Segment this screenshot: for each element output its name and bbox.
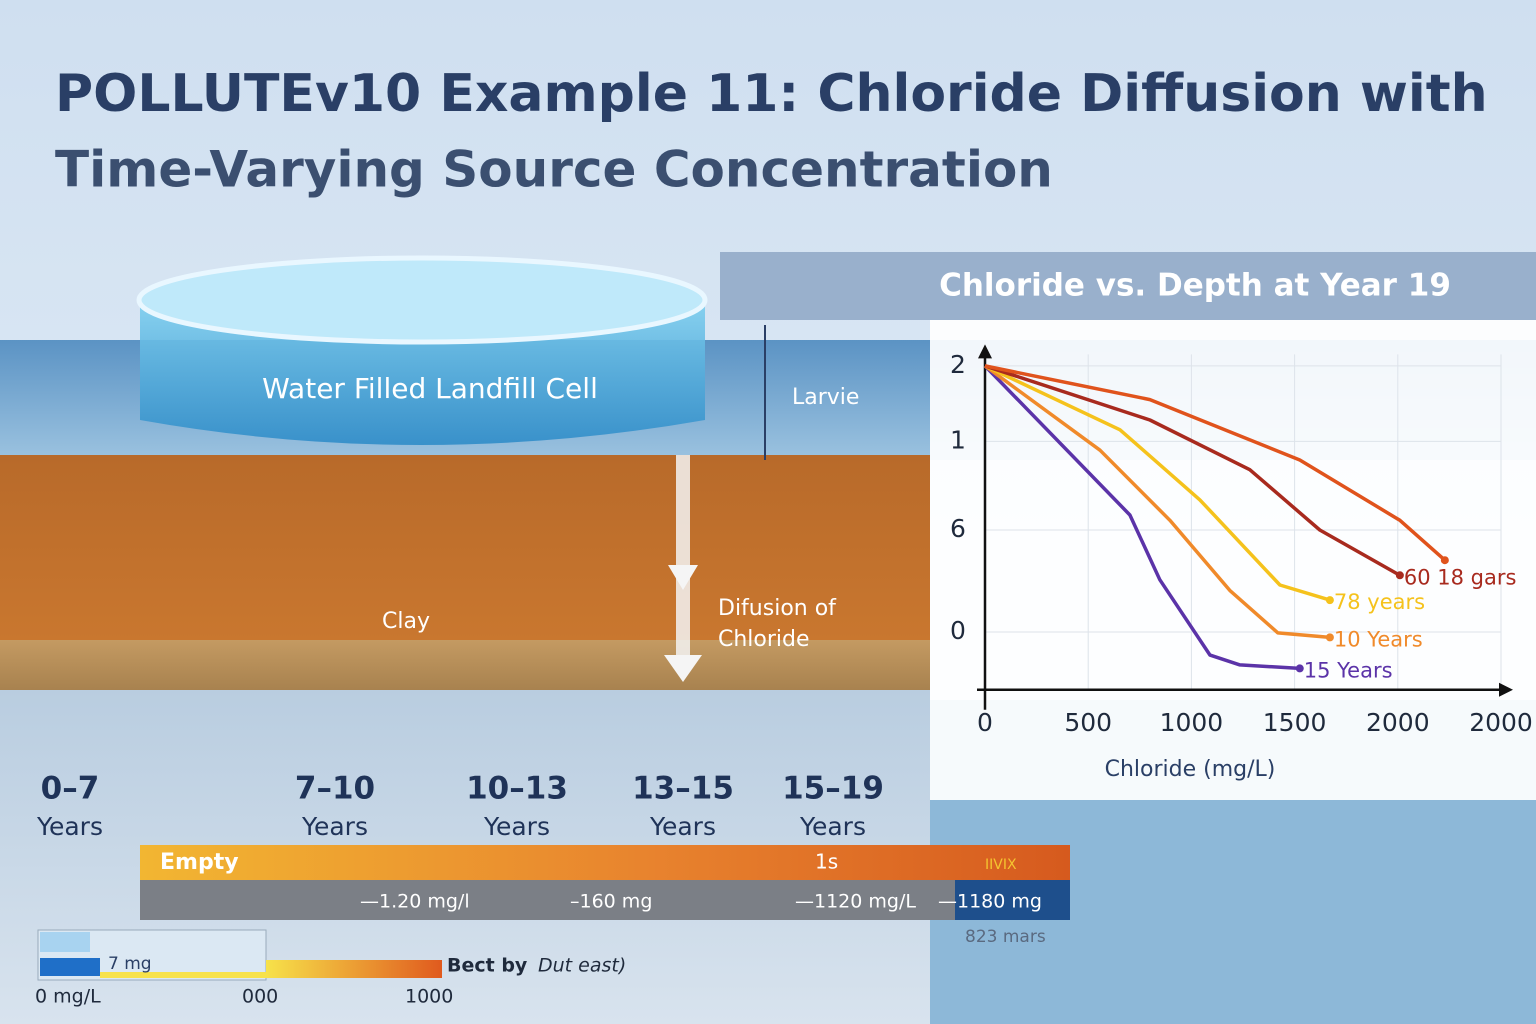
bar-label: Empty [160, 850, 239, 875]
legend-label: 0 mg/L [35, 986, 101, 1008]
data-line [984, 364, 1331, 602]
x-tick-label: 1000 [1160, 708, 1224, 737]
chart: 0 500 1000 1500 2000 2000 2 1 6 0 15 Years 10 Years… [950, 344, 1533, 737]
legend-swatch [40, 958, 100, 976]
cell-rim [136, 255, 708, 345]
period-unit: Years [301, 812, 368, 841]
cell-label: Water Filled Landfill Cell [262, 372, 598, 405]
series-label: 10 Years [1334, 627, 1423, 651]
legend-swatch [40, 932, 90, 952]
legend-caption: Dut east) [538, 955, 626, 977]
y-tick-label: 2 [950, 350, 966, 379]
line-end [1295, 664, 1304, 673]
x-tick-label: 2000 [1366, 708, 1430, 737]
source-bar [140, 845, 1070, 880]
period-unit: Years [483, 812, 550, 841]
chart-header [720, 252, 1536, 320]
title-line: Time-Varying Source Concentration [55, 141, 1053, 199]
chart-title: Chloride vs. Depth at Year 19 [939, 268, 1451, 304]
data-line [984, 364, 1401, 577]
series-label: 15 Years [1304, 658, 1393, 682]
concentration-final [955, 880, 1070, 920]
y-tick-label: 1 [950, 425, 966, 454]
title-line: POLLUTEv10 Example 11: Chloride Diffusio… [55, 64, 1488, 124]
period-unit: Years [799, 812, 866, 841]
liner-label: Larvie [792, 385, 859, 410]
period-range: 15–19 [782, 771, 884, 807]
period-range: 0–7 [41, 771, 100, 807]
x-tick-label: 2000 [1469, 708, 1533, 737]
legend-label: 000 [242, 986, 278, 1008]
concentration-label: —1120 mg/L [795, 891, 916, 913]
concentration-label: —1180 mg [938, 891, 1042, 913]
line-end [1440, 556, 1449, 565]
period-unit: Years [649, 812, 716, 841]
diffusion-label: Difusion of [718, 596, 837, 621]
line-end [1325, 633, 1334, 642]
series-label: 60 18 gars [1404, 565, 1517, 589]
arrow-head [664, 565, 702, 682]
diffusion-arrow [676, 455, 690, 665]
legend-label: 7 mg [108, 954, 152, 974]
data-line [983, 364, 1300, 671]
timeline: 0–7 Years 7–10 Years 10–13 Years 13–15 Years 15–… [36, 771, 884, 842]
period-range: 13–15 [632, 771, 734, 807]
x-axis-label: Chloride (mg/L) [1105, 757, 1276, 782]
line-end [1325, 596, 1334, 605]
series-label: 78 years [1334, 590, 1425, 614]
x-tick-label: 1500 [1263, 708, 1327, 737]
y-tick-label: 6 [950, 514, 966, 543]
sand-layer [0, 640, 930, 690]
timeline-note: 823 mars [965, 927, 1046, 947]
concentration-label: –160 mg [570, 891, 652, 913]
data-line [983, 364, 1331, 640]
period-unit: Years [36, 812, 103, 841]
clay-label: Clay [382, 609, 430, 634]
period-range: 10–13 [466, 771, 568, 807]
diffusion-label: Chloride [718, 627, 810, 652]
clay-layer [0, 455, 930, 640]
x-tick-label: 500 [1064, 708, 1112, 737]
bar-label: IIVIX [985, 857, 1017, 873]
legend-ramp [266, 960, 442, 978]
y-tick-label: 0 [950, 616, 966, 645]
concentration-bar [140, 880, 1070, 920]
concentration-label: —1.20 mg/l [360, 891, 470, 913]
x-tick-label: 0 [977, 708, 993, 737]
period-range: 7–10 [295, 771, 375, 807]
data-line [984, 364, 1447, 562]
legend-caption: Bect by [447, 955, 528, 977]
legend-label: 1000 [405, 986, 453, 1008]
line-end [1395, 571, 1404, 580]
bar-label: 1s [815, 850, 838, 874]
